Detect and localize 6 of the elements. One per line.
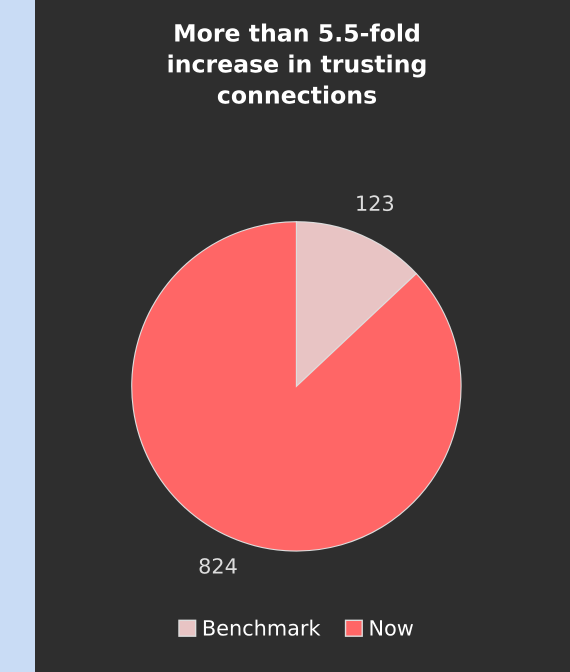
legend-label: Now	[370, 620, 413, 636]
data-label: 123	[357, 195, 394, 212]
chart-title: More than 5.5-fold increase in trusting connections	[168, 24, 426, 104]
pie-slice	[131, 221, 462, 552]
legend-label: Benchmark	[204, 620, 320, 636]
data-label: 824	[200, 558, 237, 574]
